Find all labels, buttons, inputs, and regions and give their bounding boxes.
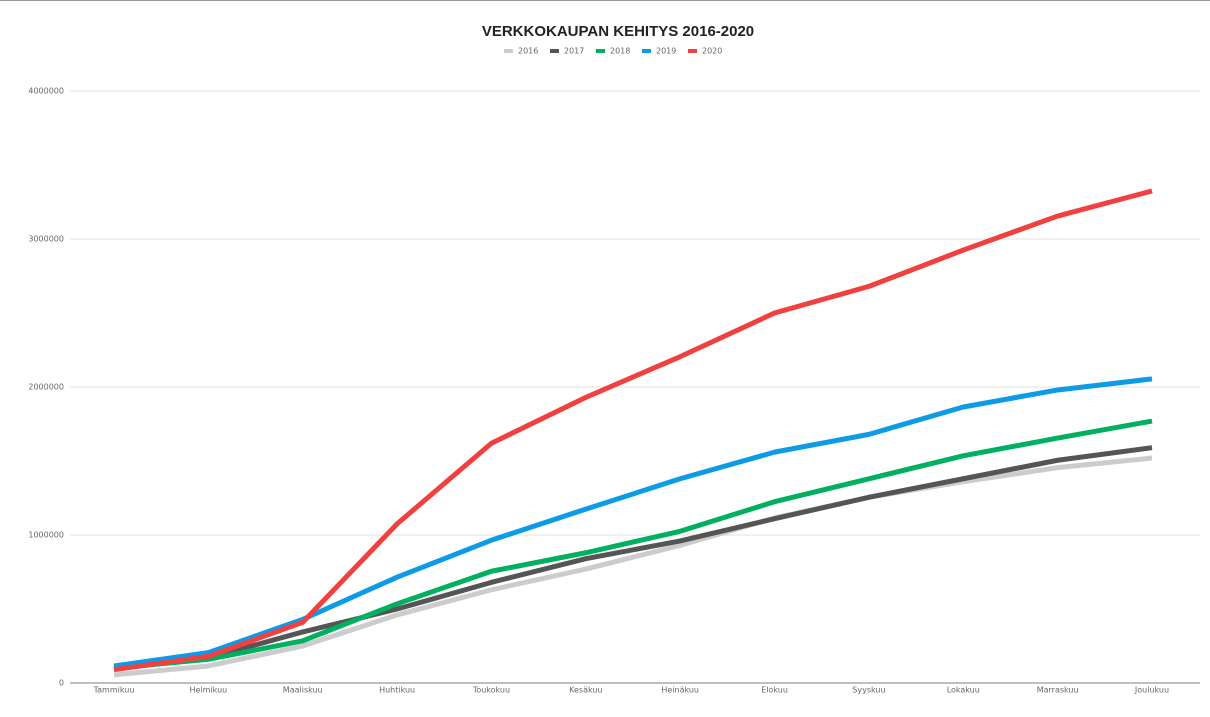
legend-label: 2018 [610, 47, 630, 56]
x-tick-label: Huhtikuu [379, 686, 415, 695]
series-line [113, 455, 1153, 678]
x-tick-label: Syyskuu [852, 686, 885, 695]
y-tick-label: 2000000 [28, 383, 64, 392]
x-tick-label: Marraskuu [1037, 686, 1079, 695]
x-tick-label: Joulukuu [1134, 686, 1169, 695]
legend-label: 2020 [702, 47, 722, 56]
y-tick-label: 0 [59, 679, 64, 688]
legend-label: 2016 [518, 47, 538, 56]
y-tick-label: 4000000 [28, 87, 64, 96]
x-tick-label: Lokakuu [947, 686, 980, 695]
series-line [113, 445, 1153, 672]
series-line [113, 376, 1153, 669]
x-tick-label: Kesäkuu [569, 686, 602, 695]
series-line [113, 188, 1153, 673]
x-tick-label: Elokuu [761, 686, 788, 695]
x-tick-label: Helmikuu [190, 686, 228, 695]
chart-title: VERKKOKAUPAN KEHITYS 2016-2020 [482, 23, 754, 40]
legend-label: 2019 [656, 47, 676, 56]
y-tick-label: 3000000 [28, 235, 64, 244]
y-tick-label: 1000000 [28, 531, 64, 540]
x-tick-label: Maaliskuu [283, 686, 323, 695]
x-tick-label: Toukokuu [472, 686, 510, 695]
x-tick-label: Tammikuu [93, 686, 135, 695]
x-tick-label: Heinäkuu [661, 686, 699, 695]
legend-label: 2017 [564, 47, 584, 56]
series-line [113, 418, 1153, 671]
